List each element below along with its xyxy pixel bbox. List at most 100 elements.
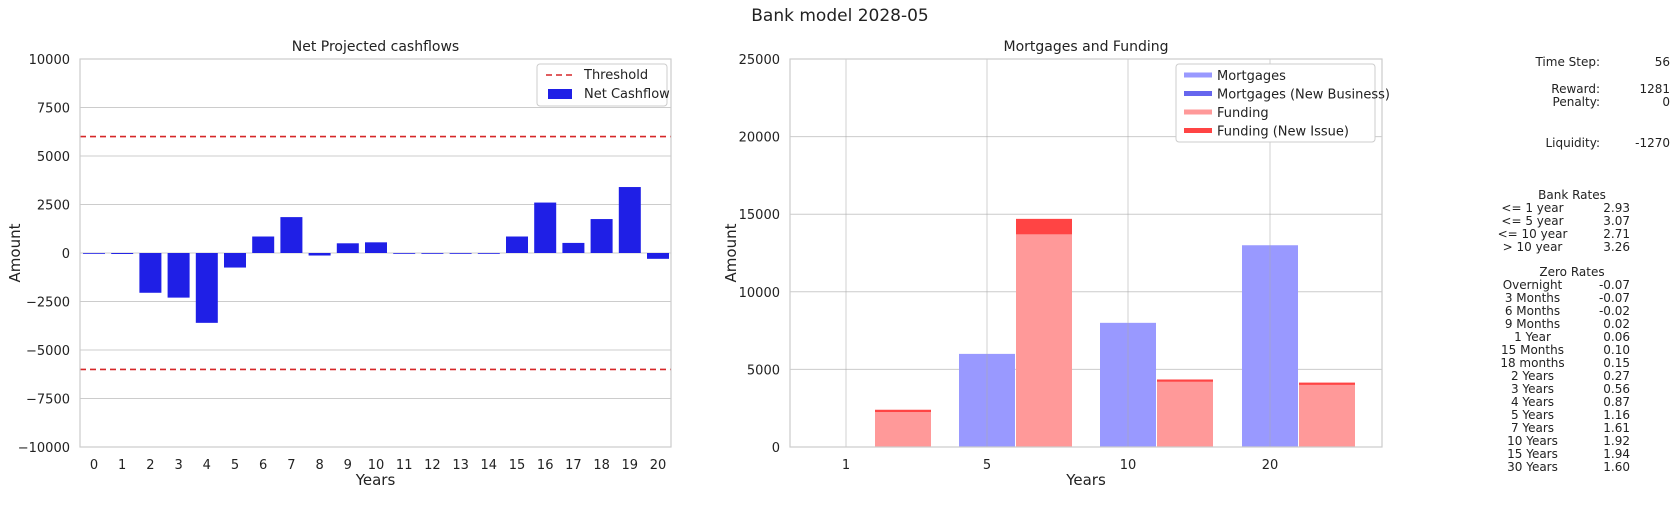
zero-rate-row: 30 Years 1.60 [1480, 461, 1670, 474]
x-tick-label: 2 [146, 458, 154, 473]
x-tick-label: 11 [396, 458, 413, 473]
plot-frame [79, 58, 672, 448]
x-tick-label: 10 [1120, 458, 1137, 473]
x-tick-label: 19 [622, 458, 639, 473]
x-tick-label: 5 [231, 458, 239, 473]
x-tick-label: 17 [565, 458, 582, 473]
y-tick-label: 5000 [747, 363, 780, 378]
liquidity-value: -1270 [1635, 136, 1670, 150]
cashflow-bar [195, 253, 218, 323]
cashflow-bar [618, 187, 641, 253]
legend-threshold-label: Threshold [583, 68, 648, 83]
time-step-value: 56 [1654, 55, 1670, 69]
zero-rate-row: 15 Months 0.10 [1480, 344, 1670, 357]
chart-title: Mortgages and Funding [1004, 39, 1169, 55]
bank-rate-value: 2.71 [1603, 227, 1630, 241]
liquidity-label: Liquidity: [1545, 136, 1600, 150]
zero-rate-value: -0.07 [1598, 278, 1630, 292]
penalty-label: Penalty: [1552, 95, 1600, 109]
zero-rate-row: 3 Months -0.07 [1480, 292, 1670, 305]
zero-rate-value: 0.10 [1603, 343, 1630, 357]
bank-rate-value: 3.26 [1603, 240, 1630, 254]
legend-label: Funding (New Issue) [1217, 125, 1349, 140]
zero-rate-label: 1 Year [1514, 330, 1551, 344]
zero-rate-value: 0.56 [1603, 382, 1630, 396]
legend-cashflow-swatch [548, 89, 572, 99]
cashflow-bar [83, 253, 105, 254]
zero-rate-label: 7 Years [1510, 421, 1555, 435]
cashflow-bar [280, 217, 303, 253]
x-tick-label: 8 [315, 458, 323, 473]
funding-bar [875, 412, 931, 447]
penalty-row: Penalty: 0 [1480, 96, 1670, 109]
zero-rate-value: 0.06 [1603, 330, 1630, 344]
bank-rate-value: 3.07 [1603, 214, 1630, 228]
zero-rates-title: Zero Rates [1539, 265, 1605, 279]
zero-rate-value: 0.87 [1603, 395, 1630, 409]
mortgages-funding-chart: 0 5000 10000 15000 20000 25000 1 5 10 20 Mortgages… [722, 39, 1390, 489]
x-tick-label: 6 [259, 458, 267, 473]
funding-bar [1157, 381, 1213, 447]
zero-rate-value: 1.16 [1603, 408, 1630, 422]
zero-rate-label: 5 Years [1510, 408, 1555, 422]
y-tick-label: 7500 [37, 102, 70, 117]
bank-rate-row: <= 1 year 2.93 [1480, 202, 1670, 215]
zero-rate-value: 0.15 [1603, 356, 1630, 370]
zero-rate-label: 3 Years [1510, 382, 1555, 396]
cashflow-bar [167, 253, 190, 298]
legend-cashflow-label: Net Cashflow [584, 87, 670, 102]
x-tick-label: 18 [593, 458, 610, 473]
side-panel: Time Step: 56 Reward: 1281 Penalty: 0 Li… [1480, 56, 1670, 474]
reward-value: 1281 [1639, 82, 1670, 96]
zero-rate-row: 5 Years 1.16 [1480, 409, 1670, 422]
bank-rate-row: > 10 year 3.26 [1480, 241, 1670, 254]
zero-rate-label: Overnight [1502, 278, 1563, 292]
zero-rate-label: 18 months [1500, 356, 1565, 370]
zero-rate-label: 2 Years [1510, 369, 1555, 383]
x-tick-label: 16 [537, 458, 554, 473]
cashflow-bar [393, 253, 416, 254]
cashflow-bar [252, 236, 275, 253]
zero-rate-value: 0.02 [1603, 317, 1630, 331]
zero-rate-row: 3 Years 0.56 [1480, 383, 1670, 396]
funding-new-bar [1016, 218, 1072, 235]
zero-rate-value: 1.92 [1603, 434, 1630, 448]
cashflow-bar [506, 236, 528, 253]
bank-rate-row: <= 10 year 2.71 [1480, 228, 1670, 241]
figure-title: Bank model 2028-05 [751, 6, 929, 26]
reward-row: Reward: 1281 [1480, 83, 1670, 96]
zero-rate-label: 10 Years [1507, 434, 1558, 448]
cashflow-bar [477, 253, 500, 254]
zero-rate-value: 0.27 [1603, 369, 1630, 383]
funding-new-bar [1157, 379, 1213, 382]
time-step-label: Time Step: [1535, 55, 1600, 69]
cashflow-bar [336, 243, 359, 253]
y-axis-label: Amount [6, 223, 24, 282]
zero-rate-value: 1.61 [1603, 421, 1630, 435]
x-tick-label: 15 [509, 458, 526, 473]
y-tick-label: 5000 [37, 150, 70, 165]
x-axis-label: Years [1065, 471, 1106, 489]
y-tick-label: −7500 [26, 393, 70, 408]
x-tick-label: 4 [203, 458, 211, 473]
cashflow-bar [111, 253, 134, 254]
net-cashflow-chart: −10000 −7500 −5000 −2500 0 2500 5000 7500 10000 0… [6, 39, 672, 489]
x-tick-label: 14 [481, 458, 498, 473]
y-tick-label: −2500 [26, 296, 70, 311]
liquidity-row: Liquidity: -1270 [1480, 137, 1670, 150]
funding-bar [1016, 234, 1072, 447]
zero-rate-label: 15 Years [1507, 447, 1558, 461]
x-tick-label: 0 [90, 458, 98, 473]
zero-rate-value: -0.02 [1598, 304, 1630, 318]
funding-new-bar [1299, 382, 1355, 385]
cashflow-bar [449, 253, 472, 254]
y-tick-label: 2500 [37, 199, 70, 214]
bank-rate-label: <= 1 year [1501, 201, 1564, 215]
x-tick-label: 9 [344, 458, 352, 473]
x-tick-label: 7 [287, 458, 295, 473]
zero-rate-row: 2 Years 0.27 [1480, 370, 1670, 383]
cashflow-bar [308, 253, 331, 256]
chart-title: Net Projected cashflows [292, 39, 459, 55]
zero-rate-row: 15 Years 1.94 [1480, 448, 1670, 461]
x-tick-label: 3 [174, 458, 182, 473]
